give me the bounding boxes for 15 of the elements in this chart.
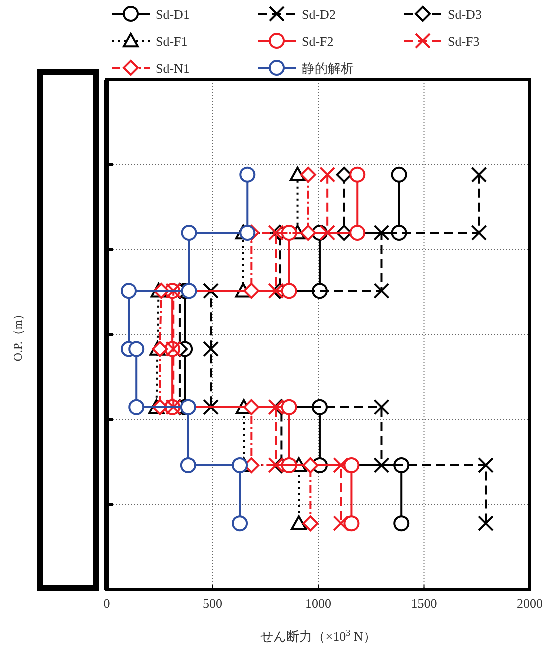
x-tick-label: 0	[104, 596, 110, 611]
legend-label: 静的解析	[302, 61, 354, 76]
x-axis-title: せん断力（×10$^{3}$ N）	[260, 628, 376, 644]
legend-label: Sd-D3	[448, 7, 482, 22]
legend-label: Sd-D2	[302, 7, 336, 22]
legend-label: Sd-D1	[156, 7, 190, 22]
legend-label: Sd-F3	[448, 34, 480, 49]
x-tick-label: 500	[203, 596, 222, 611]
x-tick-label: 1000	[306, 596, 332, 611]
legend-label: Sd-F2	[302, 34, 334, 49]
x-tick-label: 2000	[517, 596, 543, 611]
text: O.P.（m）	[11, 308, 25, 362]
legend-label: Sd-F1	[156, 34, 188, 49]
x-tick-label: 1500	[411, 596, 438, 611]
legend-label: Sd-N1	[156, 61, 190, 76]
